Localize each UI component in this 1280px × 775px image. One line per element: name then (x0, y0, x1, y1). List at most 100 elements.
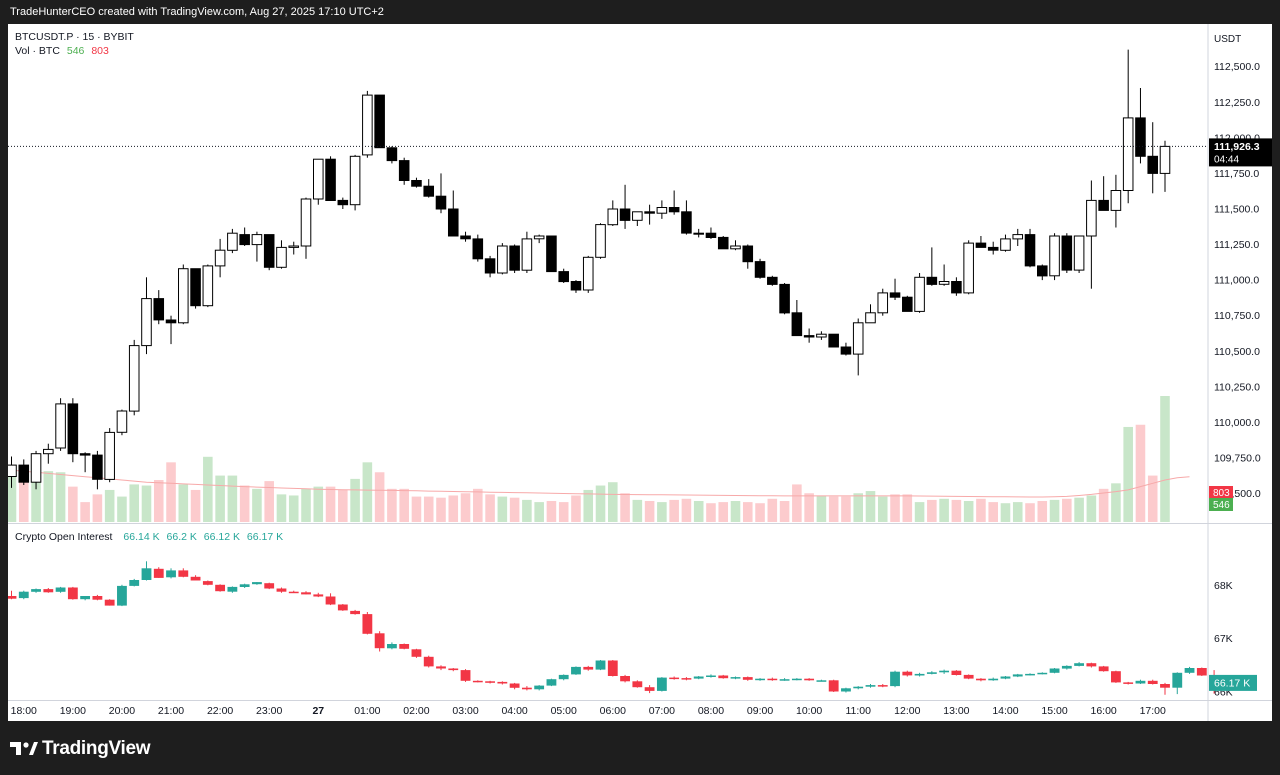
price-candle-up (313, 158, 324, 200)
price-candle-up (362, 94, 373, 156)
price-candle-down (447, 208, 459, 237)
volume-bar (976, 498, 986, 522)
price-candle-down (435, 195, 447, 210)
oi-candle-down (804, 678, 815, 681)
oi-candle-up (1000, 676, 1011, 679)
oi-candle-down (448, 668, 459, 671)
time-axis-tick: 16:00 (1091, 705, 1117, 717)
price-candle-down (153, 298, 165, 321)
volume-bar (239, 485, 250, 522)
oi-candle-down (472, 680, 483, 683)
price-candle-up (1159, 145, 1171, 174)
chart-panel[interactable]: USDT 109,500.0 109,750.0 110,000.0 110,250.0… (8, 24, 1272, 721)
volume-bar (288, 495, 299, 522)
volume-bar (755, 503, 765, 522)
price-candle-down (484, 258, 496, 274)
volume-bar (436, 497, 446, 522)
oi-candle-up (387, 644, 397, 649)
volume-bar (902, 494, 913, 522)
price-candle-down (791, 312, 803, 337)
oi-candle-down (509, 683, 520, 688)
volume-bar (841, 496, 851, 522)
chart-canvas[interactable]: USDT109,500.0109,750.0110,000.0110,250.0… (8, 24, 1272, 721)
oi-candle-up (1037, 672, 1048, 675)
oi-candle-up (939, 670, 950, 673)
oi-candle-down (313, 594, 324, 597)
oi-candle-down (43, 589, 54, 593)
oi-candle-down (399, 644, 410, 649)
price-candle-up (607, 208, 619, 226)
oi-candle-down (669, 677, 680, 680)
volume-bar (1000, 503, 1011, 522)
oi-axis-tick: 67K (1214, 633, 1233, 645)
price-candle-up (251, 234, 263, 246)
oi-candle-up (141, 568, 152, 580)
price-candle-up (116, 410, 128, 433)
volume-bar (1049, 499, 1060, 522)
volume-bar (68, 486, 78, 522)
price-candle-down (681, 211, 692, 234)
volume-bar (608, 482, 618, 522)
oi-candle-up (1049, 668, 1060, 673)
price-candle-down (951, 281, 962, 294)
time-axis-tick: 11:00 (845, 705, 871, 717)
oi-candle-down (1147, 680, 1158, 684)
volume-bar (264, 481, 274, 522)
volume-bar (522, 499, 532, 522)
price-candle-down (1147, 155, 1159, 174)
price-candle-down (742, 245, 754, 263)
price-candle-up (1110, 190, 1122, 211)
oi-candle-up (816, 680, 827, 682)
volume-bar (681, 498, 692, 522)
oi-candle-down (1160, 684, 1170, 688)
oi-current-tag (1209, 674, 1257, 691)
oi-candle-down (215, 584, 226, 592)
volume-bar (374, 472, 385, 522)
volume-bar (804, 493, 814, 522)
time-axis-tick: 02:00 (403, 705, 429, 717)
price-candle-up (104, 431, 115, 480)
oi-candle-up (129, 580, 140, 586)
oi-candle-down (1196, 668, 1207, 676)
volume-bar (1062, 498, 1072, 522)
volume-bar (276, 494, 287, 522)
oi-candle-up (791, 678, 802, 681)
oi-candle-down (718, 675, 729, 679)
time-axis-tick: 12:00 (894, 705, 920, 717)
price-candle-up (288, 245, 300, 248)
volume-bar (18, 480, 29, 522)
price-candle-up (43, 448, 54, 455)
oi-candle-up (166, 570, 176, 578)
price-candle-down (460, 235, 471, 240)
time-axis-tick: 04:00 (501, 705, 527, 717)
volume-bar (988, 502, 998, 522)
volume-bar (657, 502, 667, 522)
time-axis-tick: 01:00 (354, 705, 380, 717)
volume-label: Vol · BTC (15, 45, 60, 57)
oi-candle-down (583, 666, 594, 670)
time-axis-tick: 22:00 (207, 705, 233, 717)
price-candle-down (374, 94, 385, 149)
time-axis-tick: 27 (312, 705, 324, 717)
price-candle-down (67, 403, 79, 455)
oi-candle-down (178, 570, 189, 577)
oi-candle-up (239, 584, 250, 587)
volume-down-tag-label: 803 (1213, 488, 1230, 499)
time-axis-tick: 05:00 (551, 705, 577, 717)
volume-bar (779, 501, 790, 522)
price-candle-down (619, 208, 631, 221)
price-candle-down (472, 238, 484, 260)
oi-candle-up (31, 589, 41, 592)
price-candle-up (276, 246, 287, 268)
oi-candle-up (926, 672, 937, 674)
price-candle-up (30, 453, 42, 483)
price-candle-down (558, 271, 569, 283)
volume-bar (914, 502, 925, 522)
oi-candle-down (828, 680, 839, 692)
time-axis-tick: 17:00 (1140, 705, 1166, 717)
oi-value-open: 66.14 K (123, 531, 160, 543)
price-axis-tick: 110,500.0 (1214, 346, 1260, 358)
oi-candle-down (276, 588, 287, 592)
volume-up-tag (1209, 498, 1233, 511)
oi-candle-down (436, 666, 446, 669)
